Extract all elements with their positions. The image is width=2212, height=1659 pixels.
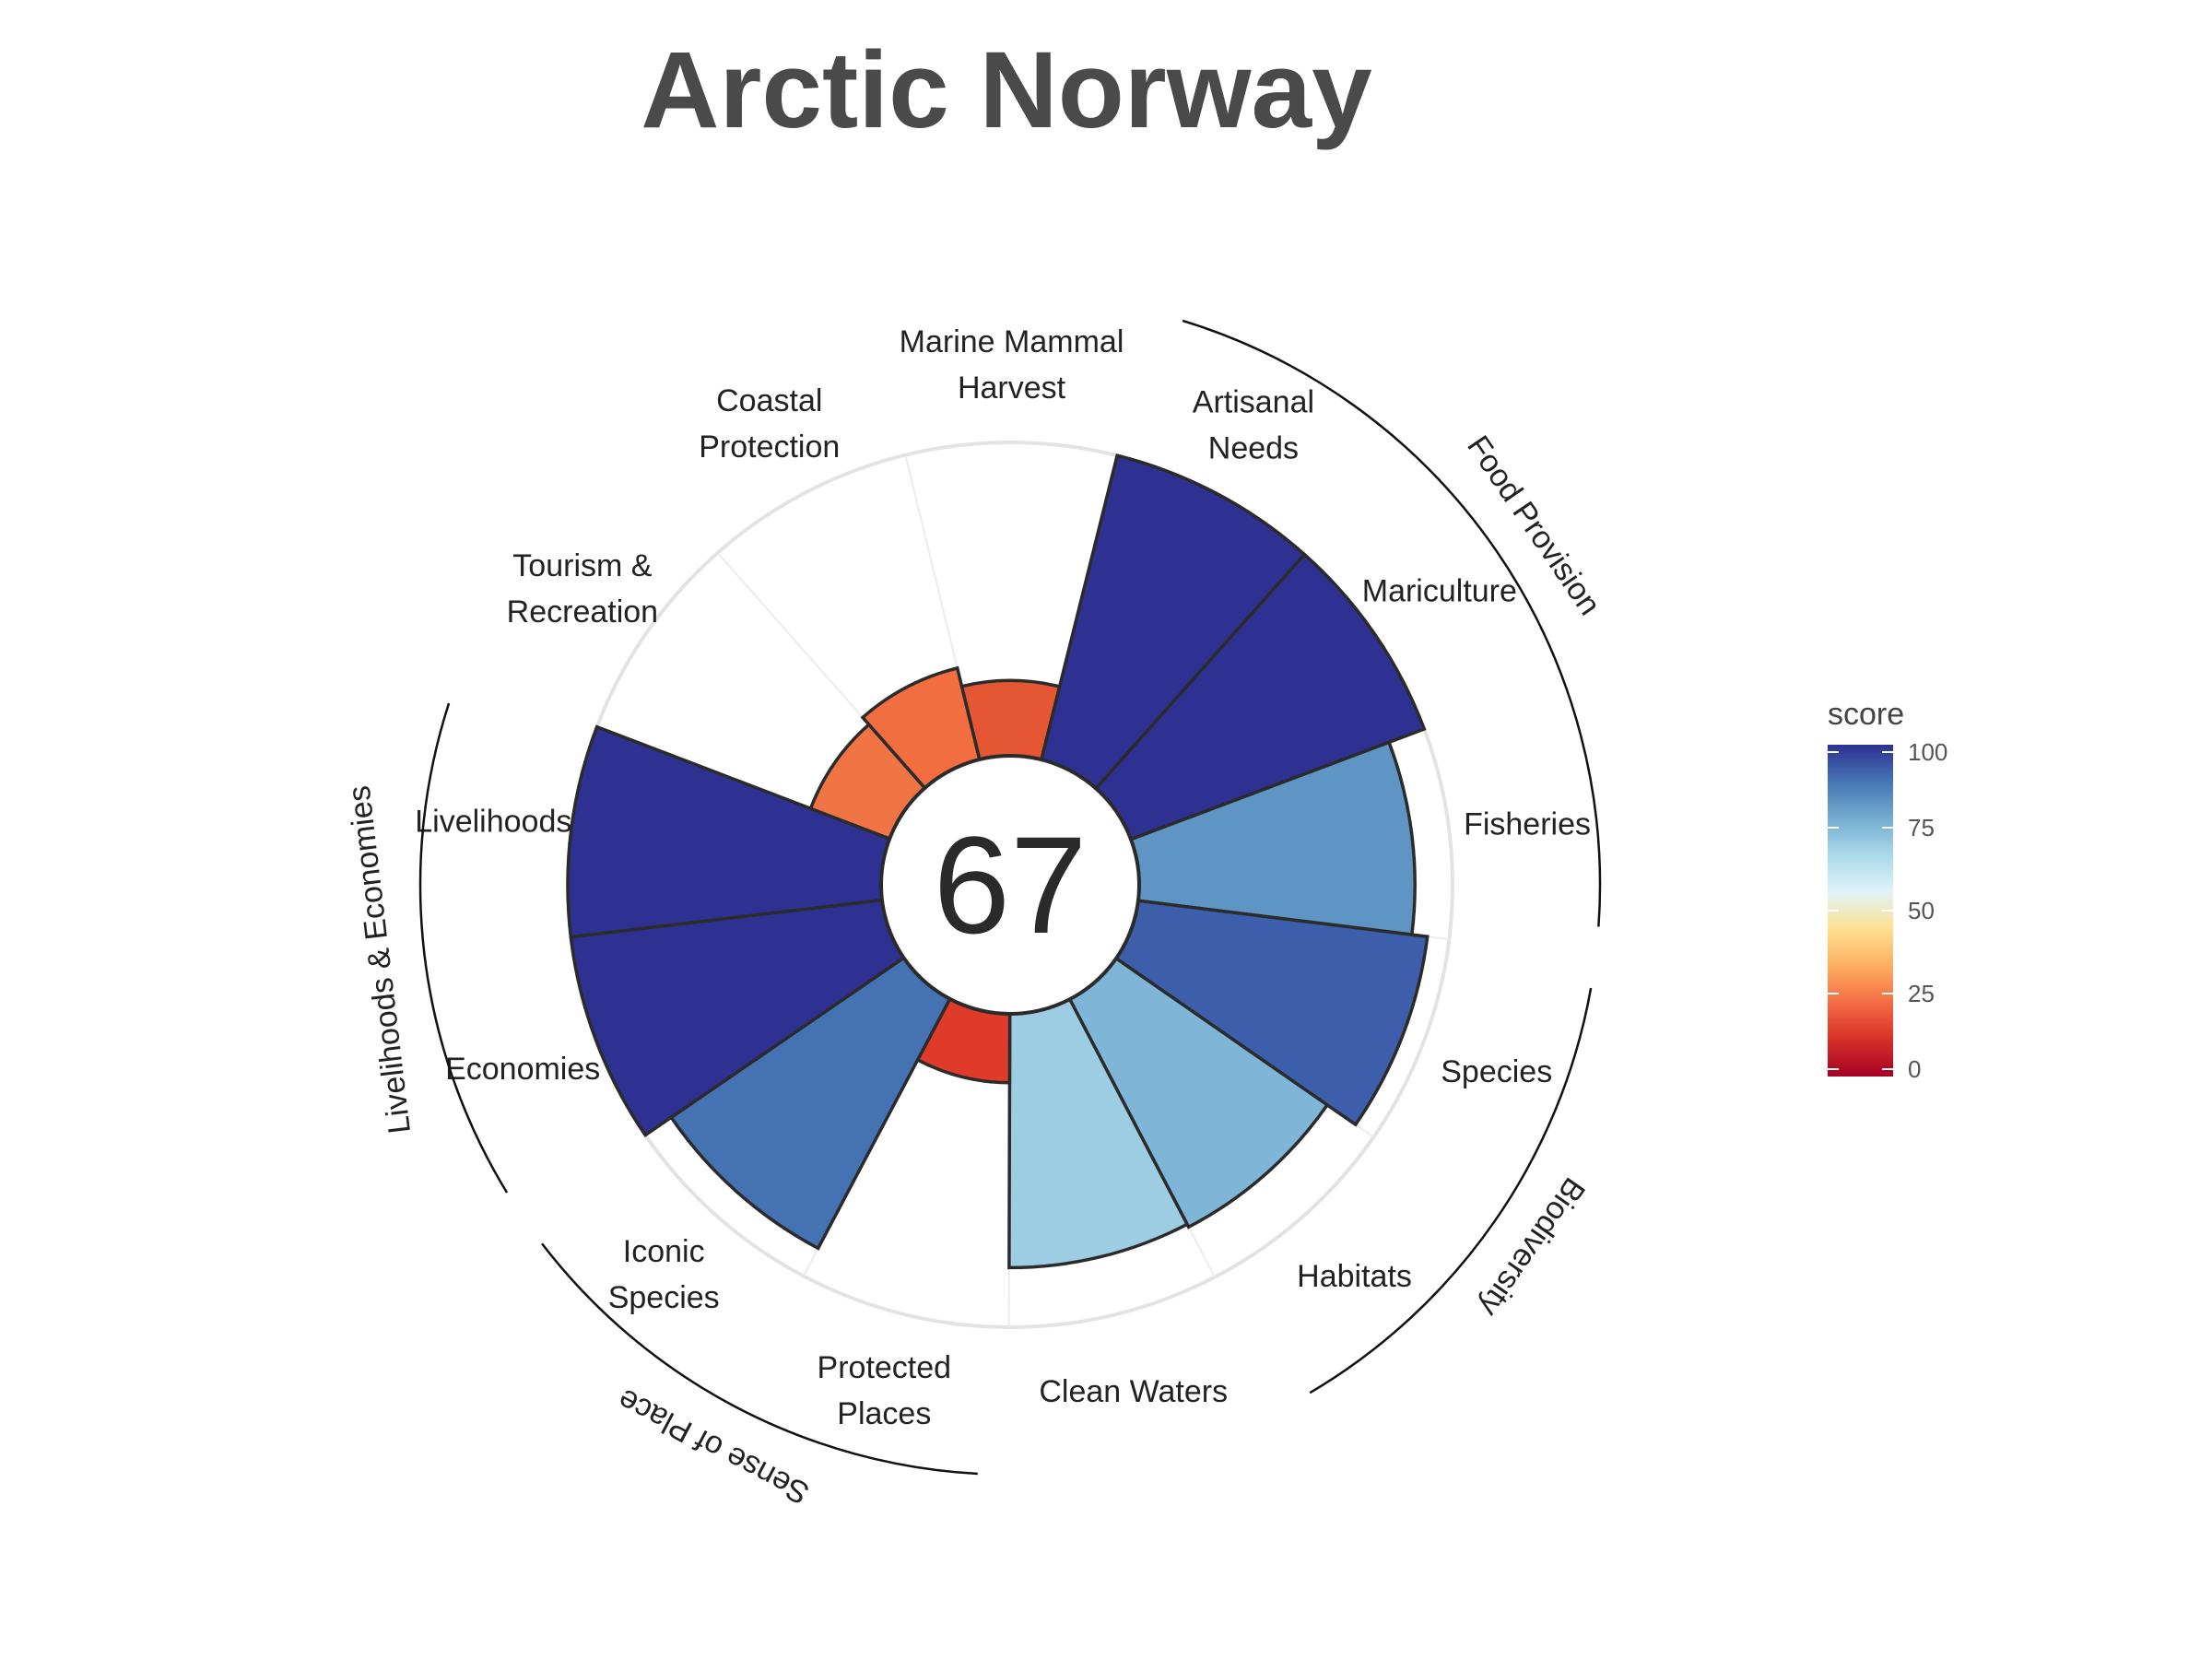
center-disc: 67 [879,754,1141,1016]
goal-label: Artisanal Needs [1193,384,1314,465]
goal-labels: Artisanal Needs Mariculture Fisheries Specie… [415,324,1591,1431]
petal-bar [959,678,1062,762]
goal-label: Livelihoods [415,804,571,839]
goal-label-line: Livelihoods [415,804,571,839]
goal-label: Clean Waters [1039,1374,1228,1409]
goal-label: Tourism & Recreation [507,548,658,629]
goal-label-line: Tourism & [512,548,652,583]
goal-label: Marine Mammal Harvest [900,324,1124,406]
group-arc [541,1242,978,1476]
goal-label-line: Harvest [958,371,1066,406]
goal-label-line: Protected [818,1350,952,1385]
goal-label-line: Habitats [1297,1259,1412,1294]
goal-label-line: Coastal [716,383,822,418]
center-score: 67 [934,807,1088,962]
goal-label: Coastal Protection [699,383,840,465]
goal-label-line: Places [837,1396,931,1431]
legend-title: score [1828,697,1904,732]
legend-tick-label: 50 [1908,897,1935,924]
group-label: Sense of Place [612,1382,815,1511]
goal-label-line: Mariculture [1362,573,1517,608]
chart-title: Arctic Norway [641,29,1372,151]
goal-label-line: Species [608,1280,720,1315]
goal-label-line: Artisanal [1193,384,1314,419]
goal-label-line: Economies [445,1052,600,1087]
goal-label-line: Recreation [507,594,658,629]
goal-label-line: Fisheries [1464,806,1591,841]
goal-label-line: Clean Waters [1039,1374,1228,1409]
petals [566,453,1430,1270]
legend-tick-label: 0 [1908,1055,1921,1083]
goal-label: Protected Places [818,1350,952,1431]
group-arc [1309,987,1593,1394]
goal-label-line: Needs [1208,430,1299,465]
goal-label: Mariculture [1362,573,1517,608]
goal-label-line: Marine Mammal [900,324,1124,359]
center-circle [879,754,1141,1016]
goal-label: Species [1441,1054,1552,1089]
legend-tick-label: 100 [1908,738,1947,766]
group-arc [1182,319,1602,927]
goal-label-line: Protection [699,429,840,465]
goal-label-line: Species [1441,1054,1552,1089]
goal-label: Iconic Species [608,1234,720,1315]
score-legend: score 0 25 50 75 100 [1828,697,1947,1083]
goal-label-line: Iconic [623,1234,705,1269]
legend-tick-label: 75 [1908,814,1935,841]
legend-tick-label: 25 [1908,980,1935,1007]
goal-label: Fisheries [1464,806,1591,841]
goal-label: Economies [445,1052,600,1087]
goal-label: Habitats [1297,1259,1412,1294]
group-label: Livelihoods & Economies [342,783,418,1135]
group-arc [418,702,509,1194]
group-label: Biodiversity [1472,1171,1592,1323]
